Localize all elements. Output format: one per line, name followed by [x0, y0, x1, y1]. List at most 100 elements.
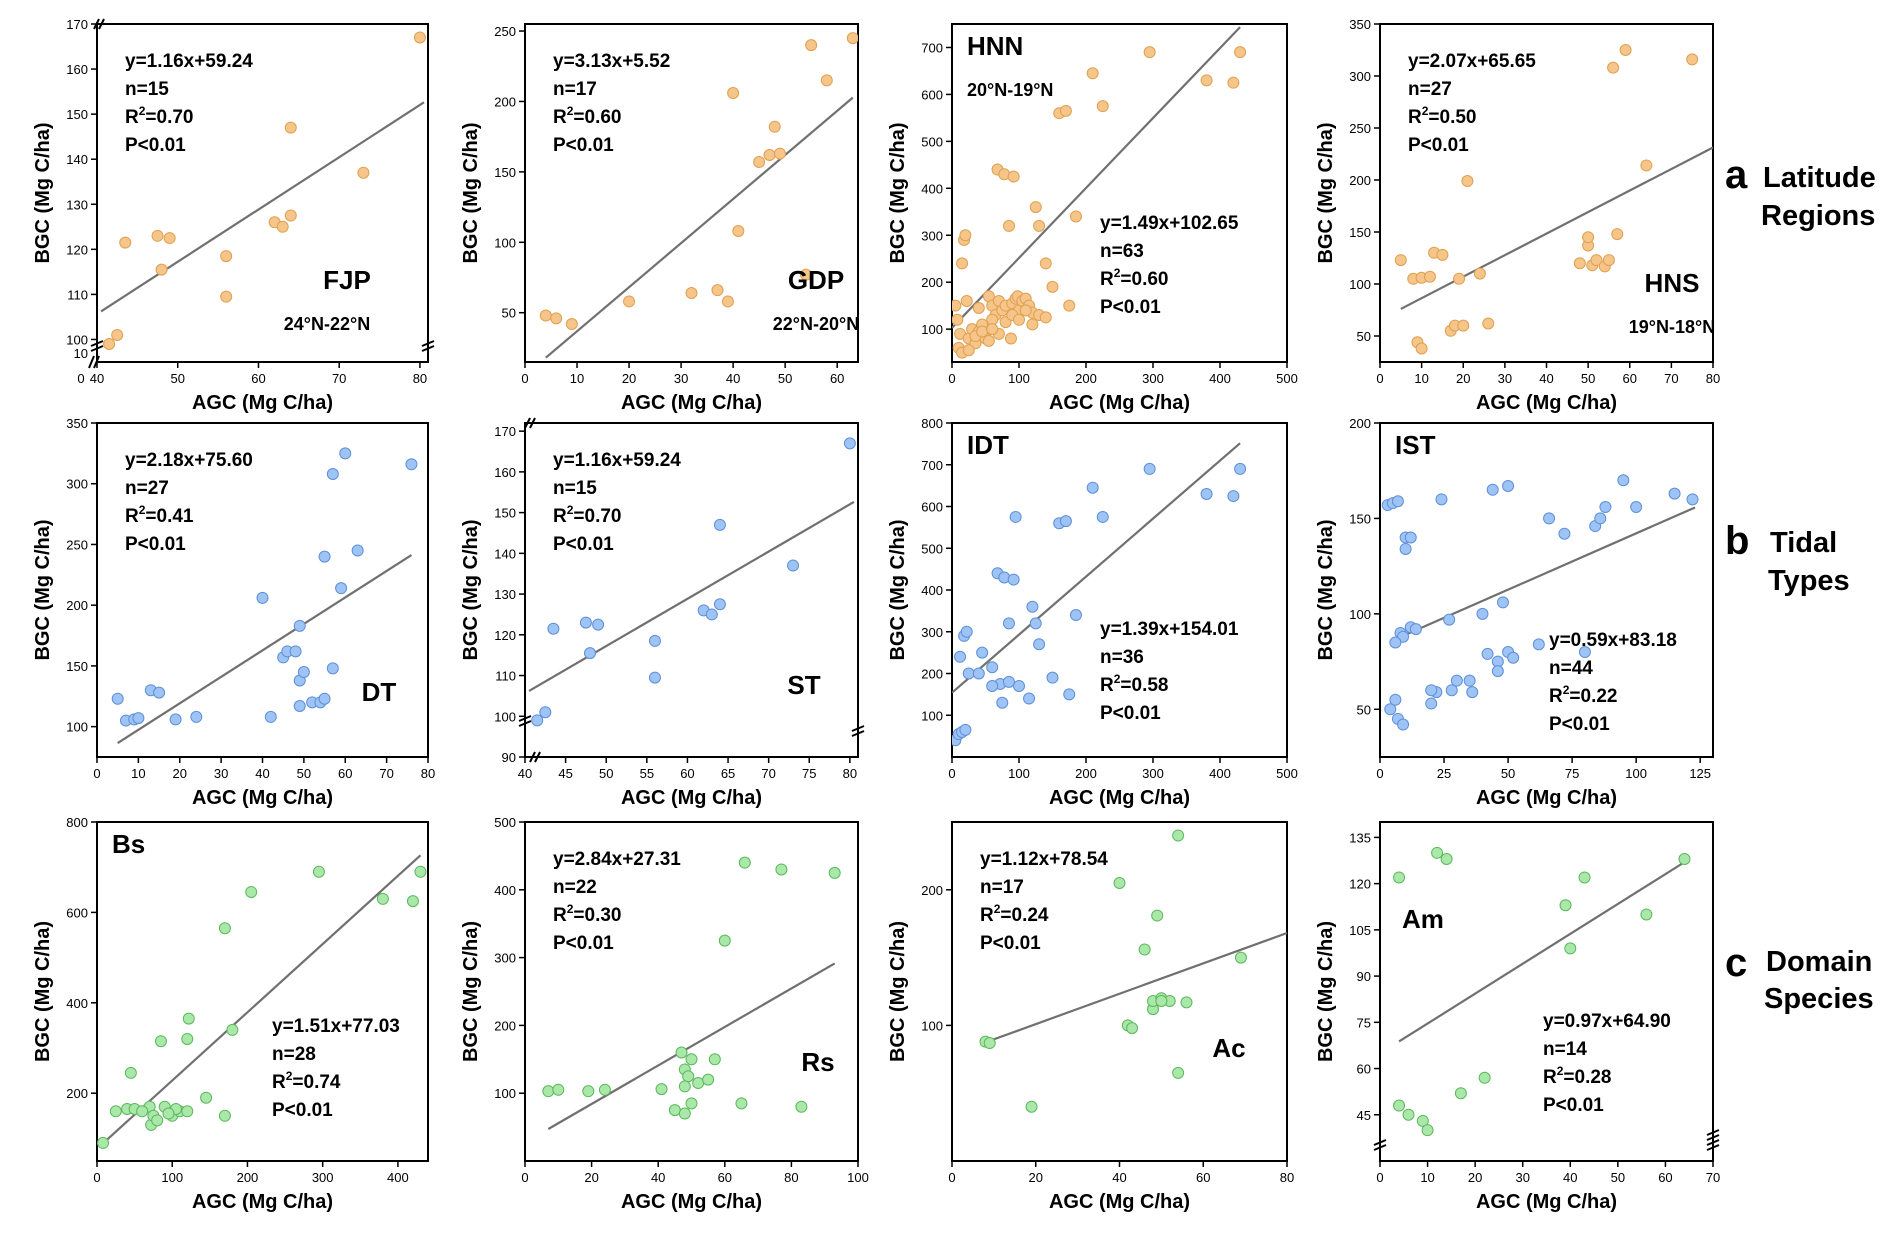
data-point	[1013, 680, 1025, 693]
data-point	[1151, 909, 1164, 922]
y-tick-label: 100	[921, 322, 943, 337]
y-tick-label: 200	[921, 667, 943, 682]
x-tick-label: 20	[173, 766, 187, 781]
data-point	[1009, 510, 1022, 523]
data-point	[542, 1085, 555, 1098]
row-title-line2: Regions	[1761, 200, 1876, 232]
x-tick-label: 500	[1276, 766, 1298, 781]
x-tick-label: 45	[558, 766, 572, 781]
data-point	[678, 1080, 691, 1093]
data-point	[1461, 175, 1474, 188]
data-point	[705, 608, 718, 621]
row-letter: c	[1725, 941, 1748, 985]
y-tick-label: 170	[494, 424, 516, 439]
x-tick-label: 40	[651, 1170, 665, 1185]
data-point	[1389, 693, 1402, 706]
sample-size: n=22	[553, 877, 597, 898]
p-value: P<0.01	[553, 135, 614, 156]
data-point	[136, 1105, 149, 1118]
data-point	[1686, 53, 1699, 66]
y-tick-label: 800	[66, 815, 88, 830]
data-point	[1686, 493, 1699, 506]
data-point	[1046, 671, 1059, 684]
data-point	[1425, 684, 1438, 697]
x-tick-label: 200	[237, 1170, 259, 1185]
regression-line	[547, 962, 836, 1130]
y-tick-label: 200	[66, 1086, 88, 1101]
data-point	[1478, 1071, 1491, 1084]
data-point	[1402, 1108, 1415, 1121]
data-point	[1630, 500, 1643, 513]
data-point	[163, 232, 176, 245]
data-point	[1578, 871, 1591, 884]
data-point	[119, 236, 132, 249]
sample-size: n=15	[125, 79, 169, 100]
y-tick-label: 500	[921, 541, 943, 556]
x-tick-label: 80	[1280, 1170, 1294, 1185]
y-tick-label: 700	[921, 458, 943, 473]
panel-label: Am	[1402, 904, 1444, 934]
data-point	[727, 87, 740, 100]
x-tick-label: 75	[802, 766, 816, 781]
y-tick-label: 100	[66, 332, 88, 347]
y-tick-label: 60	[1357, 1062, 1371, 1077]
data-point	[1227, 490, 1240, 503]
data-point	[1004, 332, 1017, 345]
y-tick-label: 300	[1349, 69, 1371, 84]
chart-gdp: 0 10 20 30 40 50 60 50 100 150 200 250 AGC (Mg C/ha)…	[460, 23, 859, 414]
data-point	[713, 598, 726, 611]
data-point	[276, 220, 289, 233]
x-tick-label: 50	[778, 371, 792, 386]
data-point	[735, 1097, 748, 1110]
y-axis-label: BGC (Mg C/ha)	[460, 921, 482, 1062]
x-tick-label: 0	[1376, 1170, 1383, 1185]
data-point	[1466, 686, 1479, 699]
data-point	[956, 257, 969, 270]
row-letter: b	[1725, 519, 1750, 563]
y-tick-label: 120	[1349, 877, 1371, 892]
regression-line	[545, 96, 854, 359]
data-point	[1113, 877, 1126, 890]
panel-label: HNN	[967, 31, 1023, 61]
y-tick-label: 160	[66, 62, 88, 77]
axis-break-mark	[529, 751, 541, 763]
y-tick-label: 100	[1349, 607, 1371, 622]
chart-ac: 0 20 40 60 80 100 200 AGC (Mg C/ha) BGC (Mg C/ha…	[887, 821, 1294, 1213]
axis-break-mark	[90, 340, 104, 352]
r-squared: R2=0.41	[125, 503, 194, 527]
x-tick-label: 125	[1689, 766, 1711, 781]
data-point	[1086, 67, 1099, 80]
y-tick-label: 75	[1357, 1015, 1371, 1030]
x-tick-label: 300	[1142, 766, 1164, 781]
data-point	[960, 294, 973, 307]
data-point	[996, 696, 1009, 709]
regression-line	[528, 500, 855, 692]
data-point	[132, 712, 145, 725]
y-tick-label: 700	[921, 40, 943, 55]
row-title-line1: Latitude	[1763, 162, 1876, 194]
data-point	[109, 1105, 122, 1118]
regression-equation: y=2.18x+75.60	[125, 450, 253, 471]
data-point	[753, 156, 766, 169]
plot-frame	[524, 422, 859, 758]
x-tick-label: 0	[93, 766, 100, 781]
data-point	[1002, 675, 1015, 688]
data-point	[799, 268, 812, 281]
data-point	[1096, 510, 1109, 523]
data-point	[1234, 462, 1247, 475]
panel-label: Bs	[112, 829, 145, 859]
x-tick-label: 20	[584, 1170, 598, 1185]
data-point	[1399, 542, 1412, 555]
regression-line	[1392, 506, 1696, 642]
x-tick-label: 50	[599, 766, 613, 781]
data-point	[1607, 61, 1620, 74]
plot-area	[1381, 474, 1699, 731]
plot-frame	[1379, 422, 1714, 758]
x-axis-label: AGC (Mg C/ha)	[192, 787, 333, 809]
data-point	[1482, 317, 1495, 330]
data-point	[952, 313, 964, 326]
data-point	[1617, 474, 1630, 487]
data-point	[668, 1104, 681, 1117]
y-tick-label: 105	[1349, 923, 1371, 938]
y-tick-label: 160	[494, 465, 516, 480]
